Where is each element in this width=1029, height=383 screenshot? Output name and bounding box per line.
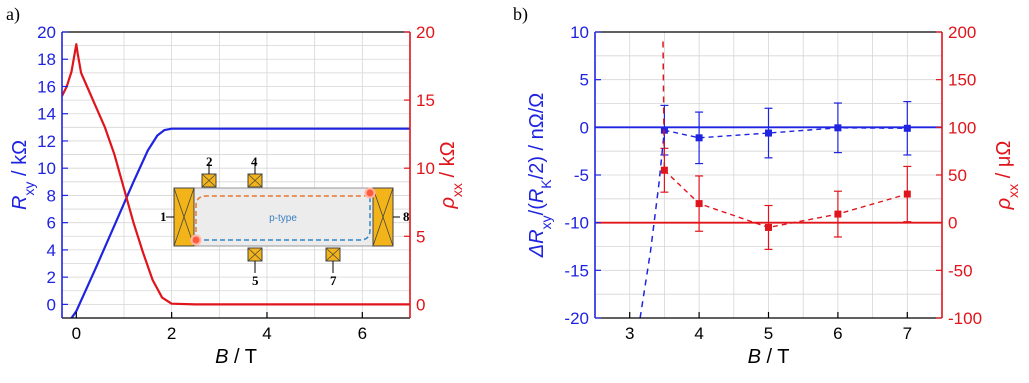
y-left-tick-label: -15	[564, 261, 589, 280]
device-channel	[192, 187, 374, 247]
panel-label: b)	[513, 4, 528, 25]
x-tick-label: 6	[358, 324, 367, 343]
plot-area	[62, 43, 410, 318]
y-left-tick-label: 16	[37, 77, 56, 96]
grid	[595, 31, 942, 319]
x-tick-label: 7	[903, 324, 912, 343]
x-tick-label: 4	[262, 324, 271, 343]
y-right-tick-label: 20	[416, 23, 435, 42]
x-tick-label: 2	[167, 324, 176, 343]
contact-cross	[201, 173, 217, 188]
y-axis-right-label: ρxx / μΩ	[993, 141, 1021, 211]
region-label: p-type	[269, 213, 297, 224]
y-left-tick-label: 4	[47, 241, 56, 260]
y-right-tick-label: 50	[948, 166, 967, 185]
x-axis-label: B / T	[215, 346, 257, 368]
y-right-tick-label: 100	[948, 118, 976, 137]
series-1-connector	[663, 169, 908, 229]
plot-area	[595, 41, 942, 318]
y-right-tick-label: 5	[416, 227, 425, 246]
contact-number: 1	[160, 209, 167, 224]
y-right-tick-label: 0	[416, 295, 425, 314]
y-left-tick-label: 0	[580, 118, 589, 137]
edge-path-blue	[196, 192, 371, 241]
x-tick-label: 3	[625, 324, 634, 343]
series-2-line	[639, 130, 666, 318]
contact-number: 5	[252, 273, 259, 288]
x-tick-label: 5	[764, 324, 773, 343]
contact-cross	[247, 173, 263, 188]
x-tick-label: 0	[72, 324, 81, 343]
series-0-points	[660, 100, 912, 165]
x-tick-label: 4	[694, 324, 703, 343]
hot-spot	[364, 187, 376, 199]
y-left-tick-label: 8	[47, 186, 56, 205]
y-left-tick-label: 0	[47, 295, 56, 314]
contact-cross	[325, 247, 341, 262]
y-left-tick-label: -20	[564, 309, 589, 328]
data-point	[695, 134, 703, 142]
y-right-tick-label: 200	[948, 23, 976, 42]
y-left-tick-label: 18	[37, 50, 56, 69]
series-0-line	[70, 127, 410, 318]
y-right-tick-label: 10	[416, 159, 435, 178]
contact-cross	[372, 187, 394, 247]
y-right-tick-label: -100	[948, 309, 982, 328]
edge-path-orange	[195, 191, 371, 240]
y-right-tick-label: 150	[948, 71, 976, 90]
y-left-tick-label: 14	[37, 105, 56, 124]
x-tick-label: 6	[833, 324, 842, 343]
contact-number: 7	[330, 273, 337, 288]
y-left-tick-label: 5	[580, 71, 589, 90]
series-3-line	[662, 41, 666, 171]
hot-spot	[190, 234, 202, 246]
series-1-line	[62, 43, 410, 306]
y-left-tick-label: 6	[47, 214, 56, 233]
contact-number: 2	[206, 154, 213, 169]
y-axis-left-label: ΔRxy/(RK/2) / nΩ/Ω	[526, 93, 554, 259]
y-left-tick-label: 12	[37, 132, 56, 151]
y-left-tick-label: 10	[570, 23, 589, 42]
contact-cross	[173, 187, 195, 247]
chart-panel-b: 3 4 5 6 7-20-15-10-50510-100-50050100150200b…	[513, 4, 1021, 368]
y-left-tick-label: -5	[574, 166, 589, 185]
y-axis-left-label: Rxy / kΩ	[9, 140, 37, 210]
y-left-tick-label: 10	[37, 159, 56, 178]
y-left-tick-label: 20	[37, 23, 56, 42]
y-left-tick-label: 2	[47, 268, 56, 287]
inset-device-diagram: p-type 1 2 4 5 7 8	[160, 154, 410, 288]
panel-label: a)	[6, 4, 20, 25]
data-point	[765, 129, 772, 137]
y-right-tick-label: -50	[948, 261, 973, 280]
contact-cross	[247, 247, 263, 262]
x-axis-label: B / T	[748, 346, 790, 368]
y-left-tick-label: -10	[564, 214, 589, 233]
y-right-tick-label: 0	[948, 214, 957, 233]
grid	[62, 31, 410, 319]
contact-number: 4	[251, 154, 258, 169]
y-right-tick-label: 15	[416, 91, 435, 110]
contact-number: 8	[403, 209, 410, 224]
y-axis-right-label: ρxx / kΩ	[437, 141, 465, 209]
